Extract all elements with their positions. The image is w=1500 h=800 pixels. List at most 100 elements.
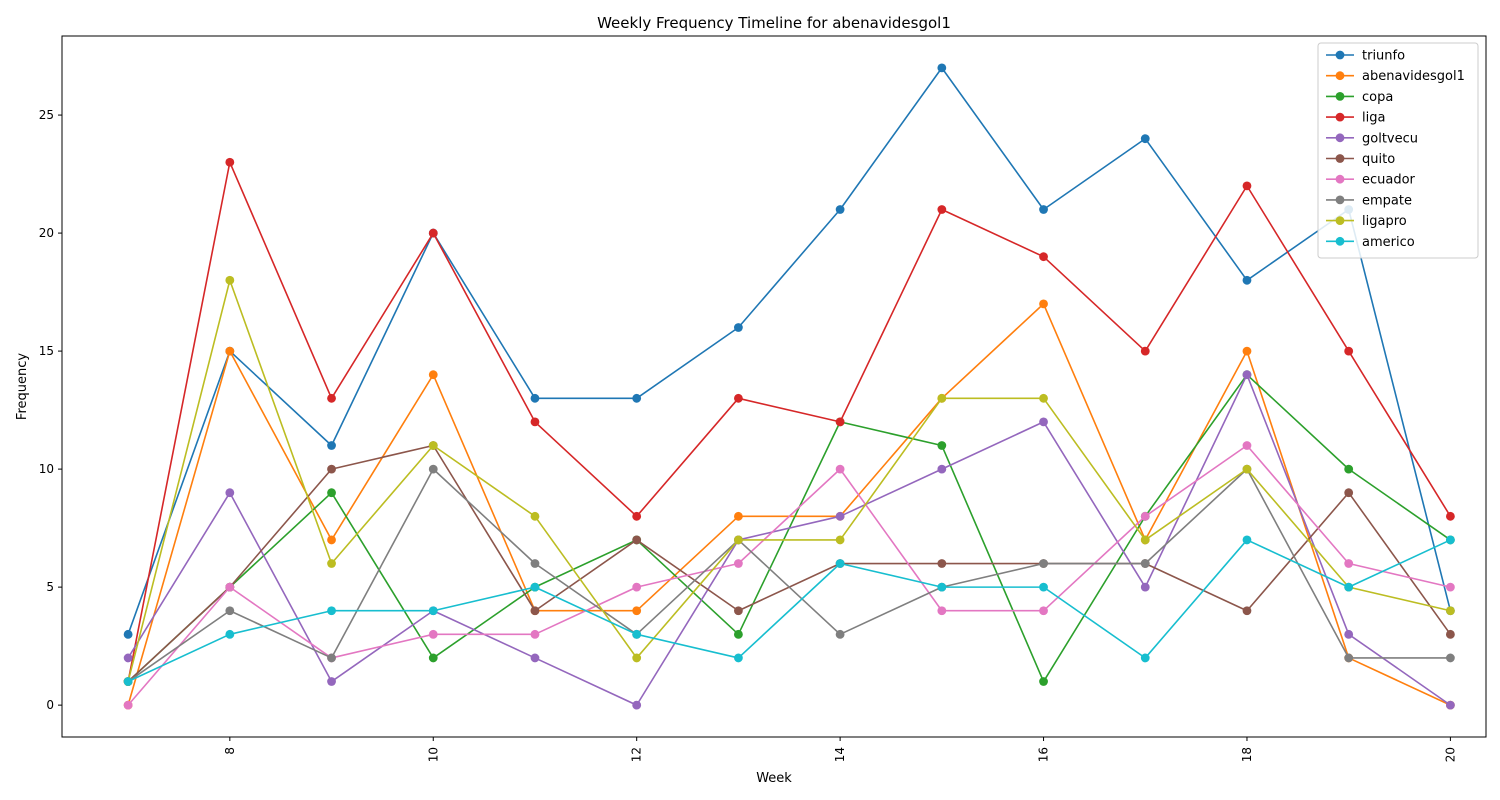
data-point-abenavidesgol1 — [1039, 299, 1048, 309]
series-line-ecuador — [127, 444, 1451, 706]
data-point-ligapro — [327, 559, 336, 568]
data-point-empate — [530, 559, 540, 568]
series-line-empate — [127, 468, 1451, 683]
data-point-ligapro — [1446, 606, 1455, 616]
data-point-americo — [1446, 535, 1455, 545]
series-triunfo — [123, 63, 1455, 639]
data-point-ligapro — [530, 511, 540, 521]
data-point-triunfo — [835, 205, 845, 214]
data-point-americo — [1140, 653, 1150, 663]
plot-frame — [61, 35, 1487, 738]
data-point-goltvecu — [1344, 629, 1354, 639]
data-point-goltvecu — [225, 488, 235, 498]
series-liga — [123, 157, 1455, 686]
data-point-empate — [327, 653, 336, 663]
data-point-quito — [1446, 629, 1455, 639]
data-point-liga — [835, 417, 845, 427]
data-point-americo — [1344, 582, 1354, 592]
data-point-goltvecu — [1140, 582, 1150, 592]
data-point-ecuador — [1140, 511, 1150, 521]
data-point-ligapro — [1039, 393, 1048, 403]
data-point-goltvecu — [1039, 417, 1048, 427]
data-point-ecuador — [1242, 441, 1252, 450]
y-tick-label: 0 — [46, 698, 54, 712]
legend-marker-triunfo — [1335, 50, 1345, 60]
y-tick-label: 20 — [39, 226, 54, 240]
data-point-goltvecu — [1446, 700, 1455, 710]
series-line-quito — [127, 444, 1452, 683]
data-point-liga — [1242, 181, 1252, 191]
legend-label-triunfo: triunfo — [1362, 49, 1405, 64]
data-point-copa — [937, 441, 947, 450]
data-point-liga — [734, 393, 743, 403]
data-point-ligapro — [937, 393, 947, 403]
data-point-empate — [835, 629, 845, 639]
data-point-empate — [225, 606, 235, 616]
data-point-triunfo — [530, 393, 540, 403]
data-point-liga — [1344, 346, 1354, 356]
legend-label-empate: empate — [1362, 193, 1412, 208]
data-point-liga — [327, 393, 336, 403]
series-americo — [123, 535, 1455, 686]
data-point-liga — [530, 417, 540, 427]
data-point-quito — [327, 464, 336, 474]
data-point-empate — [1446, 653, 1455, 663]
data-point-goltvecu — [530, 653, 540, 663]
data-point-goltvecu — [123, 653, 133, 663]
data-point-ecuador — [734, 559, 743, 568]
y-tick-label: 25 — [39, 108, 54, 122]
data-point-americo — [225, 629, 235, 639]
data-point-copa — [428, 653, 438, 663]
legend-label-ligapro: ligapro — [1362, 214, 1407, 229]
data-point-copa — [1039, 677, 1048, 686]
y-tick-label: 5 — [46, 580, 54, 594]
series-line-liga — [127, 161, 1452, 682]
legend-label-goltvecu: goltvecu — [1362, 131, 1418, 146]
x-axis-title: Week — [756, 771, 792, 786]
data-point-triunfo — [123, 629, 133, 639]
y-axis-title: Frequency — [15, 353, 30, 420]
data-point-americo — [937, 582, 947, 592]
data-point-americo — [327, 606, 336, 616]
data-point-americo — [428, 606, 438, 616]
data-point-ecuador — [835, 464, 845, 474]
data-point-liga — [1140, 346, 1150, 356]
data-point-ligapro — [1140, 535, 1150, 545]
series-line-americo — [127, 539, 1451, 683]
chart-title: Weekly Frequency Timeline for abenavides… — [597, 14, 951, 32]
data-point-ecuador — [123, 700, 133, 710]
data-point-americo — [835, 559, 845, 568]
data-point-ligapro — [428, 441, 438, 450]
x-tick-label: 16 — [1037, 747, 1051, 762]
data-point-abenavidesgol1 — [632, 606, 642, 616]
data-point-americo — [1242, 535, 1252, 545]
data-point-triunfo — [734, 323, 743, 332]
data-point-ecuador — [632, 582, 642, 592]
data-point-ligapro — [632, 653, 642, 663]
legend-label-quito: quito — [1362, 152, 1395, 167]
data-point-liga — [937, 205, 947, 214]
legend-label-americo: americo — [1362, 235, 1415, 250]
data-point-goltvecu — [835, 511, 845, 521]
data-point-triunfo — [327, 441, 336, 450]
data-point-liga — [1446, 511, 1455, 521]
data-point-liga — [428, 228, 438, 238]
data-point-copa — [734, 629, 743, 639]
data-point-triunfo — [1242, 275, 1252, 285]
data-point-liga — [1039, 252, 1048, 262]
data-point-americo — [1039, 582, 1048, 592]
x-tick-label: 14 — [833, 747, 847, 762]
data-point-ecuador — [225, 582, 235, 592]
x-tick-label: 10 — [426, 747, 440, 762]
data-point-goltvecu — [632, 700, 642, 710]
series-line-ligapro — [127, 279, 1451, 682]
series-ligapro — [123, 275, 1455, 686]
data-point-americo — [530, 582, 540, 592]
data-point-copa — [327, 488, 336, 498]
data-point-ligapro — [835, 535, 845, 545]
legend-marker-goltvecu — [1335, 133, 1345, 143]
data-point-goltvecu — [1242, 370, 1252, 380]
legend-marker-liga — [1335, 112, 1345, 122]
